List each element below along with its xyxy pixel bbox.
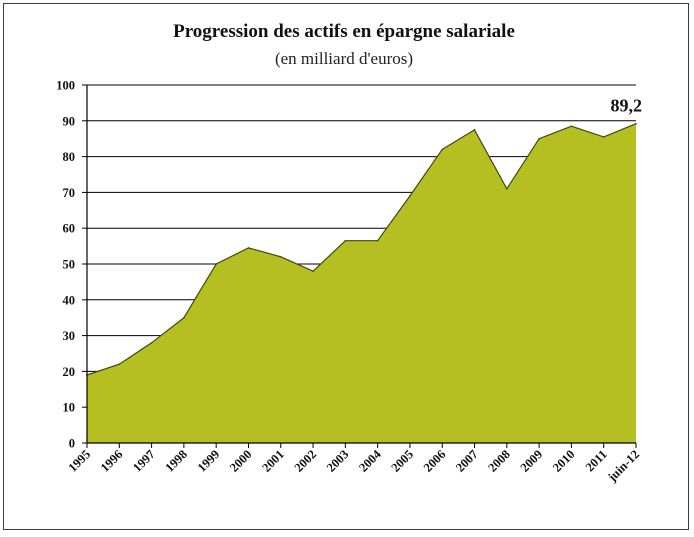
x-tick-label: 1995 [66, 447, 94, 475]
data-point [602, 136, 605, 138]
y-tick-label: 80 [63, 150, 76, 164]
data-point [441, 148, 444, 151]
x-tick-label: 2009 [518, 447, 546, 475]
x-tick-label: 2007 [453, 447, 481, 475]
y-tick-label: 100 [56, 79, 75, 93]
y-tick-label: 70 [63, 186, 76, 200]
data-point [280, 255, 282, 258]
chart-frame [3, 3, 689, 530]
y-axis-ticks: 0 10 20 30 40 50 60 70 80 90 100 [56, 79, 87, 451]
x-tick-label: 1996 [98, 447, 126, 475]
x-tick-label: 2005 [388, 447, 416, 475]
data-point [247, 247, 250, 249]
area-outline [86, 123, 637, 376]
area-series [86, 122, 637, 443]
x-tick-label: 2010 [550, 447, 578, 475]
data-point [506, 188, 508, 190]
x-tick-label: 2004 [356, 447, 384, 475]
x-tick-label: 2003 [324, 447, 352, 475]
data-point [150, 342, 153, 344]
y-tick-label: 60 [63, 222, 76, 236]
data-point [635, 122, 637, 125]
chart-subtitle: (en milliard d'euros) [275, 49, 413, 68]
data-point [118, 363, 121, 366]
y-tick-label: 50 [63, 258, 76, 272]
y-tick-label: 20 [63, 365, 76, 379]
y-tick-label: 90 [63, 114, 76, 128]
data-point [344, 239, 347, 242]
y-tick-label: 0 [69, 437, 75, 451]
y-tick-label: 10 [63, 401, 76, 415]
x-axis-ticks: 1995 1996 1997 1998 1999 2000 2001 2002 2003 2004… [66, 443, 643, 485]
x-tick-label: 1998 [162, 447, 190, 475]
value-annotation: 89,2 [611, 96, 643, 116]
x-tick-label: 2006 [421, 447, 449, 475]
x-tick-label: 2008 [485, 447, 513, 475]
data-point [376, 239, 379, 242]
area-fill [87, 123, 636, 443]
x-tick-label: 2011 [583, 447, 610, 474]
annotations: 89,2 [611, 96, 643, 116]
data-point [473, 129, 476, 131]
y-tick-label: 40 [63, 293, 76, 307]
data-point [215, 263, 217, 265]
x-tick-label: juin-12 [605, 447, 643, 485]
data-point [312, 270, 314, 273]
y-tick-label: 30 [63, 329, 76, 343]
x-tick-label: 2001 [259, 447, 287, 475]
data-point [538, 137, 540, 140]
x-tick-label: 1997 [130, 447, 158, 475]
data-point [183, 316, 185, 319]
x-tick-label: 1999 [195, 447, 223, 475]
data-point [409, 195, 411, 197]
data-point [570, 125, 573, 127]
x-tick-label: 2002 [292, 447, 320, 475]
chart-title: Progression des actifs en épargne salari… [173, 21, 515, 42]
x-tick-label: 2000 [227, 447, 255, 475]
